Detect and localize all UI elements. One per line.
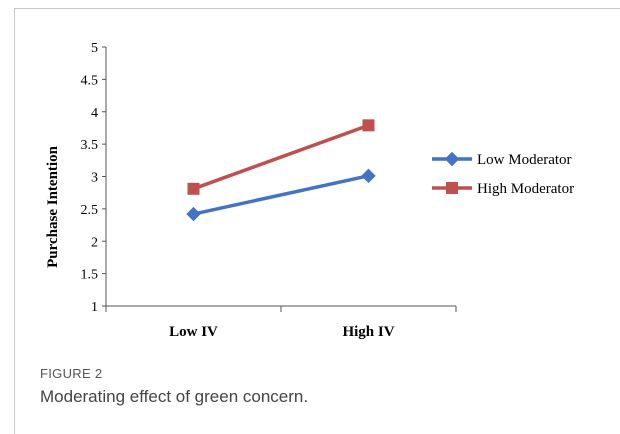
series-line [193, 174, 369, 216]
y-tick-label: 3.5 [81, 138, 99, 153]
figure-frame-top [14, 8, 620, 9]
y-tick-label: 4.5 [81, 73, 99, 88]
axes: 1 1.5 2 2.5 3 3.5 4 4.5 5 Low IV High IV [81, 41, 457, 340]
figure-label: FIGURE 2 [40, 366, 103, 381]
data-point [361, 168, 376, 184]
y-tick-label: 2.5 [81, 203, 99, 218]
line-chart: 1 1.5 2 2.5 3 3.5 4 4.5 5 Low IV High IV Low Moder… [45, 41, 574, 340]
y-tick-label: 1.5 [81, 268, 99, 283]
y-tick-label: 1 [91, 300, 98, 315]
figure-caption: Moderating effect of green concern. [40, 387, 309, 406]
legend-marker [444, 151, 460, 167]
y-tick-label: 2 [91, 235, 98, 250]
series-layer [186, 119, 376, 222]
data-point [362, 119, 375, 132]
legend-label: High Moderator [477, 181, 574, 197]
x-tick-label: Low IV [169, 324, 218, 340]
x-tick-label: High IV [342, 324, 394, 340]
series-line [192, 123, 370, 191]
data-point [186, 206, 201, 222]
y-tick-label: 3 [91, 171, 98, 186]
y-axis-label: Purchase Intention [45, 145, 61, 267]
y-tick-label: 5 [91, 41, 98, 56]
legend: Low Moderator High Moderator [432, 151, 574, 197]
legend-marker [446, 182, 458, 194]
data-point [187, 182, 200, 195]
legend-label: Low Moderator [477, 152, 572, 168]
y-tick-label: 4 [91, 106, 98, 121]
figure-frame-left [14, 8, 15, 434]
